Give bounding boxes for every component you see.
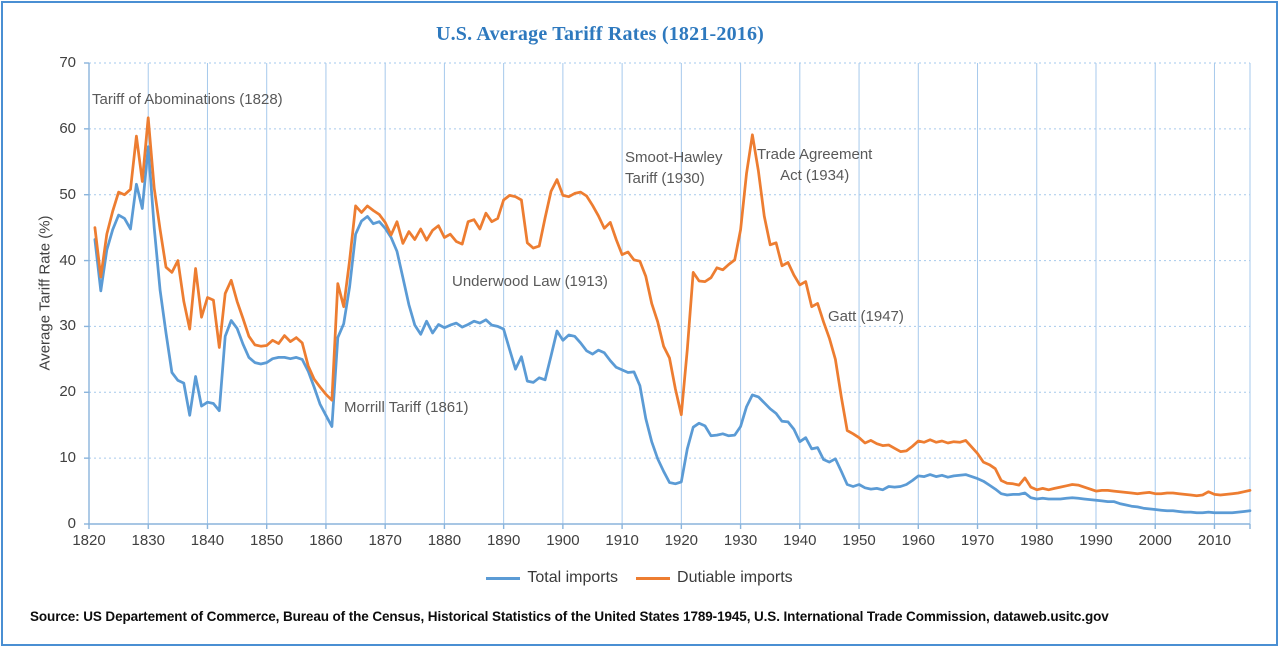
- chart-annotation-line: Morrill Tariff (1861): [344, 399, 469, 416]
- chart-annotation-line: Tariff of Abominations (1828): [92, 91, 283, 108]
- legend-line-swatch: [636, 576, 671, 580]
- legend-line-swatch: [486, 576, 521, 580]
- y-tick-label: 60: [59, 119, 76, 137]
- x-tick-label: 1970: [960, 532, 995, 549]
- chart-legend: Total imports Dutiable imports: [0, 567, 1279, 589]
- x-tick-label: 1990: [1079, 532, 1113, 549]
- chart-annotation: Tariff of Abominations (1828): [92, 89, 283, 110]
- x-tick-label: 1830: [131, 532, 165, 549]
- y-tick-label: 10: [59, 449, 76, 467]
- y-tick-label: 20: [59, 383, 76, 401]
- x-tick-label: 1820: [72, 532, 106, 549]
- x-tick-label: 1940: [783, 532, 817, 549]
- x-tick-label: 1880: [427, 532, 462, 549]
- chart-annotation: Trade Agreement Act (1934): [757, 144, 872, 186]
- x-tick-label: 1870: [368, 532, 402, 549]
- chart-annotation-line: Act (1934): [780, 167, 850, 184]
- chart-annotation-line: Underwood Law (1913): [452, 273, 608, 290]
- y-tick-label: 70: [59, 54, 76, 71]
- chart-annotation: Smoot-Hawley Tariff (1930): [625, 147, 723, 189]
- y-axis-title: Average Tariff Rate (%): [36, 215, 54, 371]
- x-tick-label: 1930: [723, 532, 758, 549]
- x-tick-label: 1980: [1020, 532, 1054, 549]
- x-tick-label: 1950: [842, 532, 876, 549]
- legend-item-dutiable-imports: Dutiable imports: [636, 569, 793, 587]
- x-tick-label: 1910: [605, 532, 639, 549]
- y-tick-label: 40: [59, 251, 76, 269]
- x-tick-label: 1900: [546, 532, 580, 549]
- chart-annotation-line: Gatt (1947): [828, 308, 904, 325]
- legend-label: Total imports: [527, 569, 619, 586]
- x-tick-label: 1920: [664, 532, 699, 549]
- chart-annotation-line: Tariff (1930): [625, 170, 705, 187]
- source-text: Source: US Departement of Commerce, Bure…: [30, 609, 1109, 624]
- x-tick-label: 1960: [901, 532, 935, 549]
- x-tick-label: 2010: [1197, 532, 1232, 549]
- series-line-total-imports: [93, 145, 1252, 515]
- chart-title: U.S. Average Tariff Rates (1821-2016): [435, 23, 765, 45]
- y-tick-label: 30: [59, 317, 76, 335]
- legend-label: Dutiable imports: [677, 569, 793, 586]
- x-tick-label: 2000: [1138, 532, 1172, 549]
- chart-annotation: Morrill Tariff (1861): [344, 397, 468, 418]
- y-tick-label: 0: [67, 515, 76, 532]
- series-line-dutiable-imports: [93, 116, 1252, 498]
- x-tick-label: 1840: [190, 532, 225, 549]
- chart-annotation-line: Trade Agreement: [757, 146, 873, 163]
- legend-item-total-imports: Total imports: [486, 569, 618, 587]
- chart-annotation: Gatt (1947): [828, 306, 904, 327]
- x-tick-label: 1850: [250, 532, 284, 549]
- chart-annotation-line: Smoot-Hawley: [625, 149, 723, 166]
- x-tick-label: 1890: [486, 532, 521, 549]
- y-tick-label: 50: [59, 185, 76, 203]
- chart-annotation: Underwood Law (1913): [452, 271, 608, 292]
- x-tick-label: 1860: [309, 532, 343, 549]
